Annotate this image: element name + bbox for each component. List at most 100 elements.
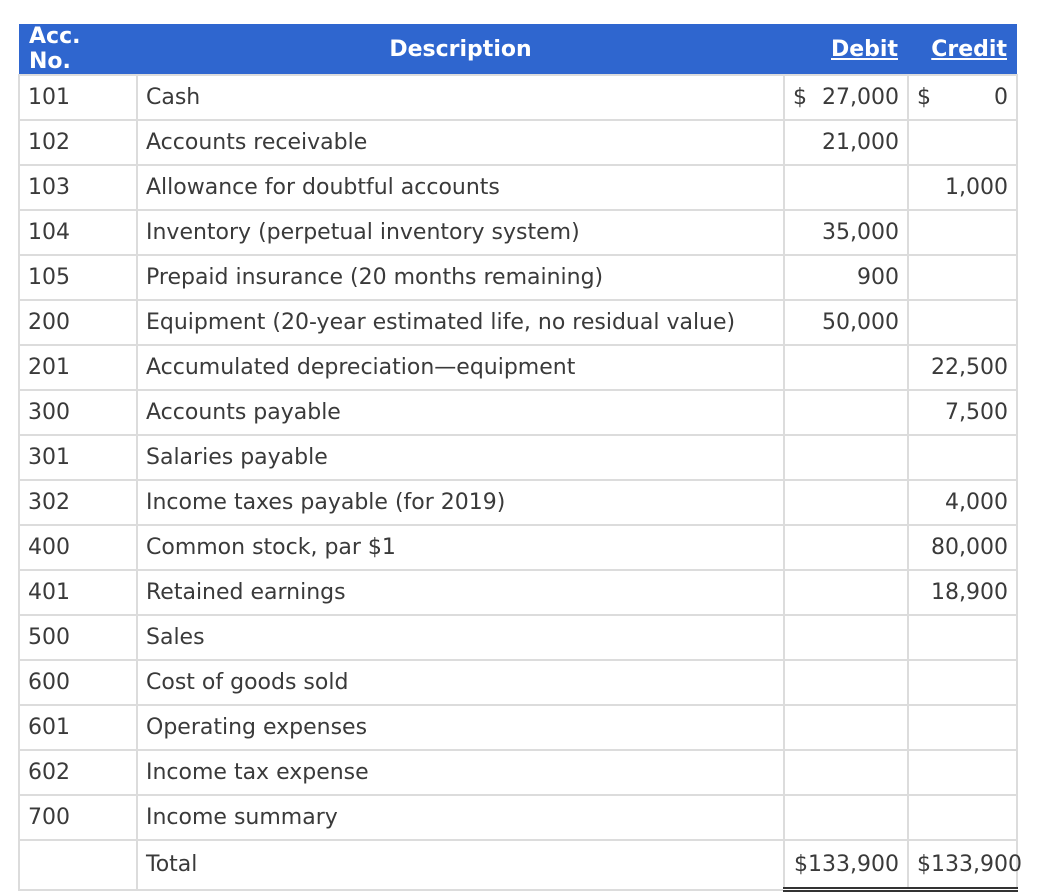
credit-cell <box>907 299 1018 346</box>
credit-cell <box>907 434 1018 481</box>
header-row: Acc. No. Description Debit Credit <box>19 24 1017 75</box>
debit-cell <box>783 344 909 391</box>
account-number-cell: 103 <box>18 164 138 211</box>
table-row: 400 Common stock, par $1 80,000 <box>18 524 1018 571</box>
total-row: Total $133,900 $133,900 <box>18 839 1022 892</box>
account-number-cell: 602 <box>18 749 138 796</box>
total-debit: $133,900 <box>783 839 909 892</box>
table-row: 102 Accounts receivable 21,000 <box>18 119 1018 166</box>
table-body: 101 Cash $27,000 $0 102 Accounts receivable 21… <box>18 74 1022 892</box>
debit-cell: 900 <box>783 254 909 301</box>
credit-cell <box>907 209 1018 256</box>
trial-balance-table: Acc. No. Description Debit Credit 101 Cas… <box>18 24 1022 892</box>
table-row: 301 Salaries payable <box>18 434 1018 481</box>
description-cell: Accounts payable <box>136 389 785 436</box>
account-number-cell: 102 <box>18 119 138 166</box>
table-row: 101 Cash $27,000 $0 <box>18 74 1018 121</box>
credit-cell: 1,000 <box>907 164 1018 211</box>
description-cell: Common stock, par $1 <box>136 524 785 571</box>
credit-cell <box>907 749 1018 796</box>
account-number-cell: 601 <box>18 704 138 751</box>
currency-symbol: $ <box>917 85 931 110</box>
debit-cell <box>783 704 909 751</box>
header-description: Description <box>137 24 784 75</box>
credit-cell <box>907 794 1018 841</box>
table-row: 600 Cost of goods sold <box>18 659 1018 706</box>
account-number-cell: 700 <box>18 794 138 841</box>
debit-cell <box>783 389 909 436</box>
debit-cell <box>783 164 909 211</box>
account-number-cell: 302 <box>18 479 138 526</box>
account-number-cell: 301 <box>18 434 138 481</box>
description-cell: Income taxes payable (for 2019) <box>136 479 785 526</box>
credit-cell <box>907 704 1018 751</box>
description-cell: Operating expenses <box>136 704 785 751</box>
table-row: 103 Allowance for doubtful accounts 1,000 <box>18 164 1018 211</box>
debit-cell <box>783 479 909 526</box>
total-credit: $133,900 <box>907 839 1022 892</box>
debit-cell: 50,000 <box>783 299 909 346</box>
credit-cell: 7,500 <box>907 389 1018 436</box>
description-cell: Income summary <box>136 794 785 841</box>
debit-cell: $27,000 <box>783 74 909 121</box>
table-row: 601 Operating expenses <box>18 704 1018 751</box>
table-row: 700 Income summary <box>18 794 1018 841</box>
description-cell: Accumulated depreciation—equipment <box>136 344 785 391</box>
account-number-cell: 201 <box>18 344 138 391</box>
account-number-cell: 401 <box>18 569 138 616</box>
description-cell: Sales <box>136 614 785 661</box>
account-number-cell: 400 <box>18 524 138 571</box>
account-number-cell: 500 <box>18 614 138 661</box>
debit-cell <box>783 794 909 841</box>
account-number-cell: 104 <box>18 209 138 256</box>
header-credit: Credit <box>908 24 1017 75</box>
table-row: 500 Sales <box>18 614 1018 661</box>
debit-cell <box>783 659 909 706</box>
header-debit: Debit <box>784 24 908 75</box>
currency-symbol: $ <box>793 85 807 110</box>
total-acc-cell <box>18 839 138 891</box>
debit-cell <box>783 569 909 616</box>
credit-cell <box>907 614 1018 661</box>
credit-cell: 80,000 <box>907 524 1018 571</box>
account-number-cell: 200 <box>18 299 138 346</box>
description-cell: Cost of goods sold <box>136 659 785 706</box>
account-number-cell: 101 <box>18 74 138 121</box>
description-cell: Income tax expense <box>136 749 785 796</box>
table-row: 104 Inventory (perpetual inventory system… <box>18 209 1018 256</box>
table-row: 200 Equipment (20-year estimated life, no… <box>18 299 1018 346</box>
credit-cell <box>907 254 1018 301</box>
total-label: Total <box>136 839 785 891</box>
credit-cell: 18,900 <box>907 569 1018 616</box>
header-acc-no: Acc. No. <box>19 24 137 75</box>
credit-cell: 22,500 <box>907 344 1018 391</box>
description-cell: Cash <box>136 74 785 121</box>
table-row: 302 Income taxes payable (for 2019) 4,000 <box>18 479 1018 526</box>
debit-cell <box>783 749 909 796</box>
description-cell: Inventory (perpetual inventory system) <box>136 209 785 256</box>
debit-cell <box>783 614 909 661</box>
debit-cell <box>783 434 909 481</box>
account-number-cell: 300 <box>18 389 138 436</box>
table-row: 401 Retained earnings 18,900 <box>18 569 1018 616</box>
debit-cell: 35,000 <box>783 209 909 256</box>
description-cell: Salaries payable <box>136 434 785 481</box>
table-row: 201 Accumulated depreciation—equipment 22,… <box>18 344 1018 391</box>
amount: 0 <box>994 85 1008 110</box>
debit-cell <box>783 524 909 571</box>
amount: 27,000 <box>822 85 899 110</box>
account-number-cell: 600 <box>18 659 138 706</box>
table-row: 602 Income tax expense <box>18 749 1018 796</box>
account-number-cell: 105 <box>18 254 138 301</box>
credit-cell: $0 <box>907 74 1018 121</box>
credit-cell: 4,000 <box>907 479 1018 526</box>
description-cell: Retained earnings <box>136 569 785 616</box>
table-row: 300 Accounts payable 7,500 <box>18 389 1018 436</box>
credit-cell <box>907 659 1018 706</box>
description-cell: Equipment (20-year estimated life, no re… <box>136 299 785 346</box>
debit-cell: 21,000 <box>783 119 909 166</box>
description-cell: Allowance for doubtful accounts <box>136 164 785 211</box>
table-row: 105 Prepaid insurance (20 months remainin… <box>18 254 1018 301</box>
description-cell: Accounts receivable <box>136 119 785 166</box>
description-cell: Prepaid insurance (20 months remaining) <box>136 254 785 301</box>
